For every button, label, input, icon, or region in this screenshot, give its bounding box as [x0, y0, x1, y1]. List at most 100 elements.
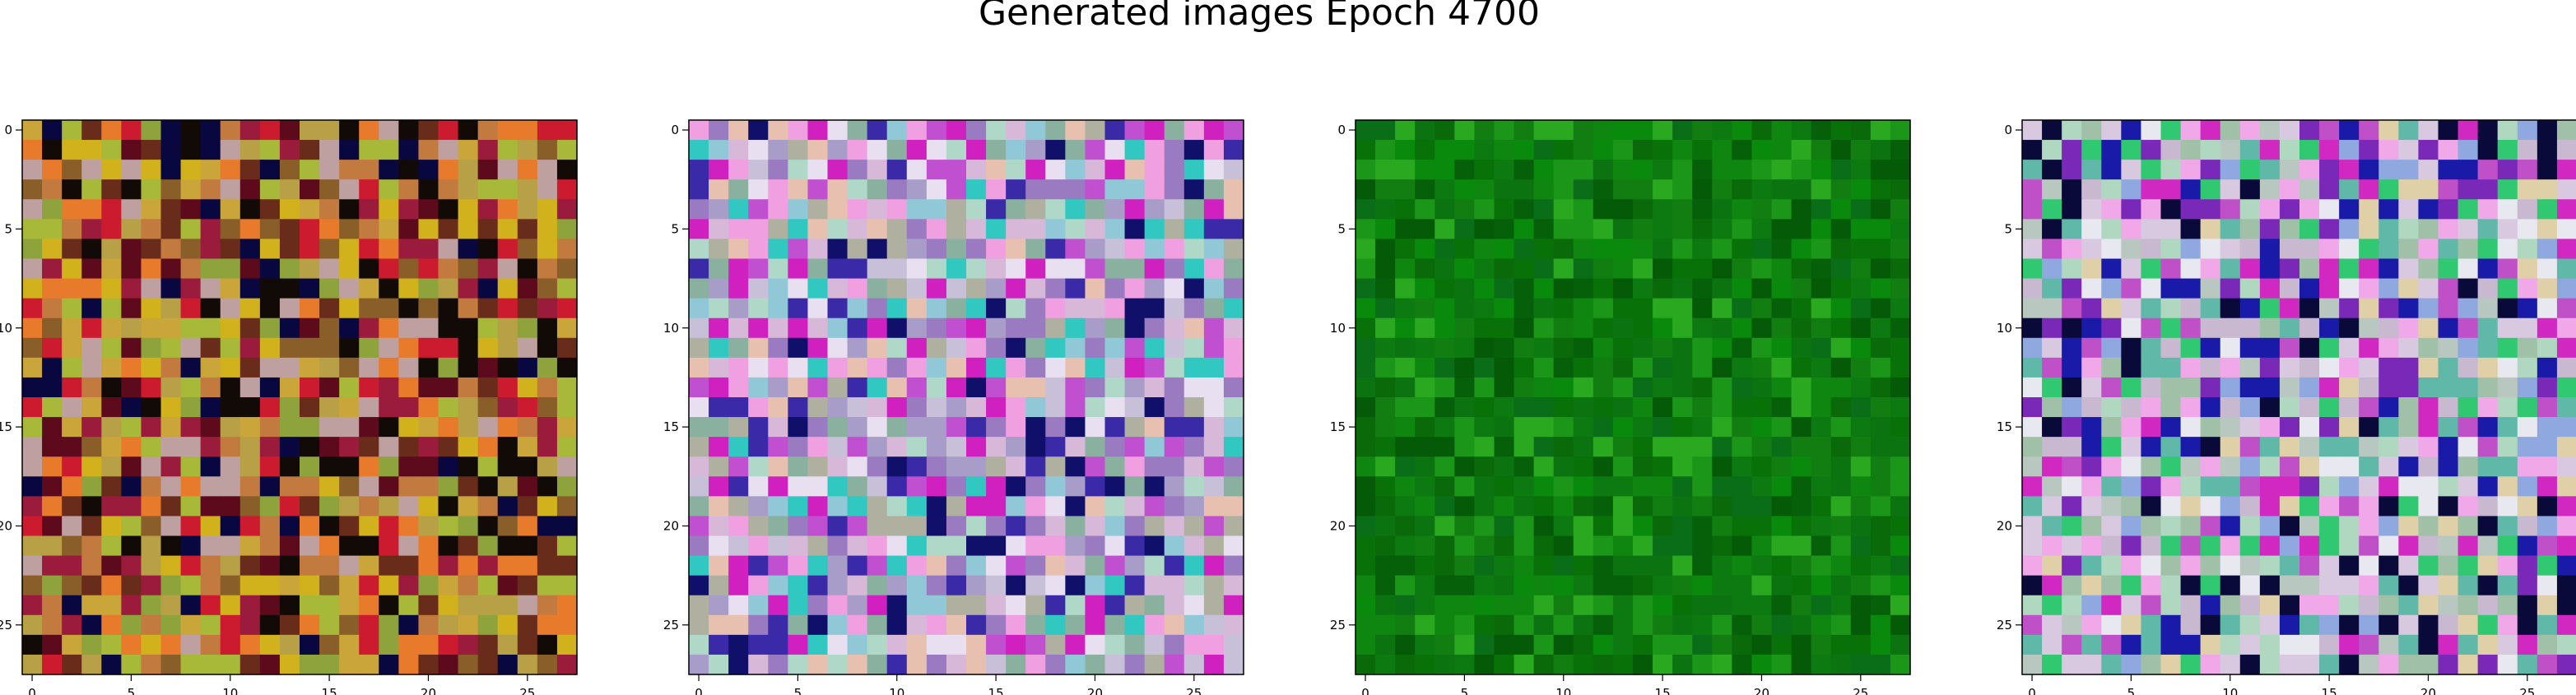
x-tick-label: 5	[1461, 686, 1469, 695]
pixel-cell	[807, 199, 829, 220]
pixel-cell	[1533, 535, 1555, 557]
pixel-cell	[220, 516, 241, 537]
pixel-cell	[180, 397, 202, 418]
pixel-cell	[2180, 654, 2202, 675]
pixel-cell	[1732, 140, 1753, 160]
pixel-cell	[1203, 496, 1225, 517]
pixel-cell	[200, 160, 221, 180]
pixel-cell	[1870, 496, 1891, 517]
pixel-cell	[2438, 298, 2459, 319]
pixel-cell	[2160, 140, 2182, 160]
pixel-cell	[300, 357, 320, 378]
pixel-cell	[2141, 535, 2162, 557]
pixel-cell	[398, 397, 420, 418]
pixel-cell	[2378, 219, 2399, 240]
pixel-cell	[867, 417, 888, 438]
pixel-cell	[1104, 535, 1126, 557]
pixel-cell	[359, 120, 379, 141]
pixel-cell	[867, 278, 888, 299]
pixel-cell	[1434, 377, 1455, 398]
pixel-cell	[689, 654, 709, 675]
pixel-cell	[1355, 278, 1376, 299]
pixel-cell	[81, 278, 102, 299]
pixel-cell	[458, 258, 479, 280]
pixel-cell	[1712, 437, 1732, 457]
pixel-cell	[2536, 258, 2558, 280]
pixel-cell	[1025, 654, 1046, 675]
pixel-cell	[1791, 575, 1812, 596]
panel-frame	[21, 119, 578, 675]
pixel-cell	[1712, 595, 1732, 616]
pixel-cell	[886, 595, 908, 616]
pixel-cell	[886, 278, 908, 299]
pixel-cell	[1415, 456, 1435, 477]
pixel-cell	[748, 614, 769, 636]
pixel-cell	[2121, 219, 2142, 240]
pixel-cell	[768, 317, 788, 339]
pixel-cell	[517, 140, 538, 160]
pixel-cell	[807, 219, 829, 240]
pixel-cell	[2339, 258, 2360, 280]
pixel-cell	[1085, 219, 1106, 240]
pixel-cell	[768, 476, 788, 497]
pixel-cell	[477, 535, 499, 557]
pixel-cell	[497, 575, 518, 596]
pixel-cell	[180, 199, 202, 220]
pixel-cell	[886, 179, 908, 200]
pixel-cell	[1474, 377, 1495, 398]
pixel-cell	[1183, 496, 1205, 517]
pixel-cell	[379, 179, 399, 200]
pixel-cell	[1454, 595, 1476, 616]
pixel-cell	[1375, 634, 1396, 656]
pixel-cell	[2517, 516, 2538, 537]
pixel-cell	[689, 575, 709, 596]
pixel-cell	[2299, 535, 2320, 557]
pixel-cell	[2339, 239, 2360, 260]
pixel-cell	[220, 357, 241, 378]
pixel-cell	[1203, 179, 1225, 200]
pixel-cell	[1612, 258, 1634, 280]
pixel-cell	[1183, 377, 1205, 398]
pixel-cell	[2220, 476, 2241, 497]
pixel-cell	[2339, 516, 2360, 537]
pixel-cell	[2359, 516, 2379, 537]
pixel-cell	[2517, 337, 2538, 359]
pixel-cell	[1533, 120, 1555, 141]
pixel-cell	[1771, 634, 1793, 656]
pixel-cell	[1045, 239, 1066, 260]
pixel-cell	[300, 634, 320, 656]
pixel-cell	[477, 397, 499, 418]
pixel-cell	[1183, 140, 1205, 160]
pixel-cell	[986, 160, 1007, 180]
pixel-cell	[2457, 140, 2479, 160]
pixel-cell	[1104, 278, 1126, 299]
pixel-cell	[1692, 258, 1713, 280]
pixel-cell	[1771, 258, 1793, 280]
pixel-cell	[121, 516, 142, 537]
pixel-cell	[1144, 614, 1165, 636]
pixel-cell	[886, 219, 908, 240]
pixel-cell	[926, 634, 947, 656]
pixel-cell	[946, 595, 967, 616]
pixel-cell	[2062, 258, 2082, 280]
pixel-cell	[279, 634, 300, 656]
pixel-cell	[101, 140, 122, 160]
pixel-cell	[1612, 120, 1634, 141]
pixel-cell	[497, 357, 518, 378]
pixel-cell	[2220, 357, 2241, 378]
pixel-cell	[1811, 456, 1832, 477]
pixel-cell	[1065, 595, 1086, 616]
pixel-cell	[1751, 278, 1773, 299]
pixel-cell	[1415, 634, 1435, 656]
pixel-cell	[239, 417, 261, 438]
pixel-cell	[2438, 219, 2459, 240]
pixel-cell	[300, 456, 320, 477]
pixel-cell	[1355, 357, 1376, 378]
pixel-cell	[1653, 239, 1673, 260]
pixel-cell	[556, 516, 578, 537]
pixel-cell	[1415, 337, 1435, 359]
pixel-cell	[1870, 219, 1891, 240]
pixel-cell	[2180, 575, 2202, 596]
pixel-cell	[319, 437, 340, 457]
pixel-cell	[1771, 140, 1793, 160]
